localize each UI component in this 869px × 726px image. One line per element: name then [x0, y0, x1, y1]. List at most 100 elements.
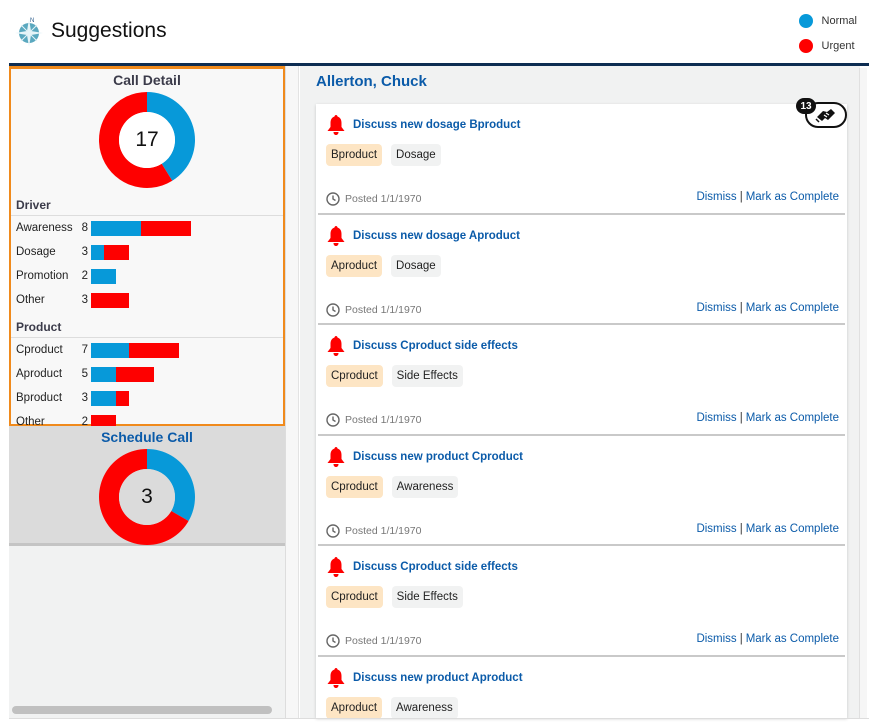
vertical-scrollbar[interactable] [859, 68, 867, 718]
main-panel: Allerton, Chuck Discuss new dosage Bprod… [300, 66, 860, 718]
bar-label: Other [16, 416, 45, 428]
donut-hole [119, 469, 175, 525]
mark-complete-link[interactable]: Mark as Complete [745, 191, 839, 203]
svg-text:N: N [30, 18, 34, 24]
suggestion-card[interactable]: Discuss Cproduct side effects Cproduct S… [318, 325, 845, 436]
action-separator: | [739, 522, 743, 535]
bar-row[interactable]: Other 2 [11, 410, 283, 434]
donut-hole [119, 112, 175, 168]
bar-label: Aproduct [16, 368, 63, 380]
bar-row[interactable]: Other 3 [11, 288, 283, 312]
product-tag: Cproduct [326, 365, 383, 387]
call-detail-donut[interactable]: 17 [97, 90, 197, 190]
suggestion-title[interactable]: Discuss new product Cproduct [353, 450, 523, 463]
suggestion-count-badge: 13 [796, 98, 816, 114]
posted-info: Posted 1/1/1970 [326, 413, 421, 427]
mark-complete-link[interactable]: Mark as Complete [745, 412, 839, 424]
suggestion-title-row[interactable]: Discuss new dosage Aproduct [326, 225, 520, 247]
tag-list: Aproduct Dosage [326, 254, 450, 277]
dismiss-link[interactable]: Dismiss [696, 522, 737, 535]
suggestion-actions: Dismiss | Mark as Complete [696, 302, 839, 314]
dismiss-link[interactable]: Dismiss [696, 633, 737, 645]
compass-icon: N [15, 18, 43, 47]
mark-complete-link[interactable]: Mark as Complete [745, 301, 839, 314]
suggestion-title-row[interactable]: Discuss new product Aproduct [326, 667, 523, 689]
suggestion-title[interactable]: Discuss new dosage Aproduct [353, 229, 520, 242]
app-header: N Suggestions Normal Urgent [0, 0, 869, 63]
product-tag: Aproduct [326, 254, 383, 277]
tag-list: Cproduct Side Effects [326, 365, 472, 387]
donut-slice-urgent[interactable] [99, 92, 173, 188]
bar-count: 3 [81, 246, 88, 258]
suggestion-title[interactable]: Discuss new dosage Bproduct [353, 119, 521, 131]
bar-label: Cproduct [16, 344, 63, 356]
suggestion-title-row[interactable]: Discuss Cproduct side effects [326, 556, 518, 578]
suggestion-title[interactable]: Discuss new product Aproduct [353, 671, 523, 684]
suggestion-card[interactable]: Discuss new product Aproduct Aproduct Aw… [318, 657, 845, 718]
posted-date: Posted 1/1/1970 [345, 524, 422, 537]
donut-slice-urgent[interactable] [99, 449, 189, 545]
stacked-bar[interactable] [91, 268, 116, 284]
handshake-icon [815, 109, 835, 123]
stacked-bar[interactable] [91, 366, 154, 382]
suggestion-title-row[interactable]: Discuss new product Cproduct [326, 446, 523, 468]
mark-complete-link[interactable]: Mark as Complete [745, 522, 839, 535]
driver-heading: Driver [11, 198, 283, 216]
call-detail-total: 17 [135, 128, 159, 151]
legend-label: Normal [821, 14, 857, 27]
dismiss-link[interactable]: Dismiss [696, 301, 737, 314]
suggestion-title-row[interactable]: Discuss new dosage Bproduct [326, 114, 520, 136]
stacked-bar[interactable] [91, 342, 179, 358]
contact-name[interactable]: Allerton, Chuck [316, 73, 427, 90]
bell-icon [327, 225, 345, 246]
dismiss-link[interactable]: Dismiss [696, 191, 737, 203]
schedule-call-donut[interactable]: 3 [97, 447, 197, 547]
stacked-bar[interactable] [91, 390, 129, 406]
donut-slice-normal[interactable] [147, 449, 195, 521]
bar-row[interactable]: Bproduct 3 [11, 386, 283, 410]
tag-list: Cproduct Awareness [326, 475, 467, 498]
bell-icon [327, 446, 345, 467]
stacked-bar[interactable] [91, 244, 129, 260]
legend-item-normal: Normal [798, 8, 857, 33]
bar-row[interactable]: Promotion 2 [11, 264, 283, 288]
bar-row[interactable]: Aproduct 5 [11, 362, 283, 386]
suggestion-card[interactable]: Discuss Cproduct side effects Cproduct S… [318, 546, 845, 657]
suggestion-title-row[interactable]: Discuss Cproduct side effects [326, 335, 518, 357]
suggestion-actions: Dismiss | Mark as Complete [696, 191, 839, 203]
suggestion-title[interactable]: Discuss Cproduct side effects [353, 561, 518, 573]
suggestion-actions: Dismiss | Mark as Complete [696, 523, 839, 535]
bell-icon [327, 667, 345, 688]
schedule-call-title: Schedule Call [101, 429, 193, 445]
posted-info: Posted 1/1/1970 [326, 302, 421, 317]
product-tag: Aproduct [326, 696, 383, 718]
donut-slice-normal[interactable] [147, 92, 196, 181]
bar-row[interactable]: Dosage 3 [11, 240, 283, 264]
tag-list: Cproduct Side Effects [326, 586, 472, 608]
schedule-call-panel[interactable]: Schedule Call 3 [9, 426, 285, 546]
suggestion-title[interactable]: Discuss Cproduct side effects [353, 340, 518, 352]
topic-tag: Dosage [391, 254, 441, 277]
bar-count: 3 [81, 392, 88, 404]
suggestion-card[interactable]: Discuss new dosage Aproduct Aproduct Dos… [318, 215, 845, 325]
bar-segment-normal [91, 220, 141, 236]
bar-count: 5 [81, 368, 88, 380]
mark-complete-link[interactable]: Mark as Complete [745, 633, 839, 645]
bar-segment-normal [91, 366, 116, 382]
suggestion-card[interactable]: Discuss new product Cproduct Cproduct Aw… [318, 436, 845, 546]
suggestion-card[interactable]: Discuss new dosage Bproduct Bproduct Dos… [318, 104, 845, 215]
dismiss-link[interactable]: Dismiss [696, 412, 737, 424]
bar-row[interactable]: Cproduct 7 [11, 338, 283, 362]
call-detail-title: Call Detail [113, 72, 181, 88]
stacked-bar[interactable] [91, 414, 116, 430]
bar-row[interactable]: Awareness 8 [11, 216, 283, 240]
call-detail-panel[interactable]: Call Detail 17 Driver Awareness 8 Dosage 3 P… [9, 66, 285, 430]
stacked-bar[interactable] [91, 220, 191, 236]
bar-segment-urgent [103, 244, 129, 260]
horizontal-scrollbar[interactable] [12, 706, 272, 714]
clock-icon [326, 302, 340, 317]
bar-label: Bproduct [16, 392, 63, 404]
stacked-bar[interactable] [91, 292, 129, 308]
bar-count: 7 [81, 344, 88, 356]
tag-list: Aproduct Awareness [326, 696, 467, 718]
